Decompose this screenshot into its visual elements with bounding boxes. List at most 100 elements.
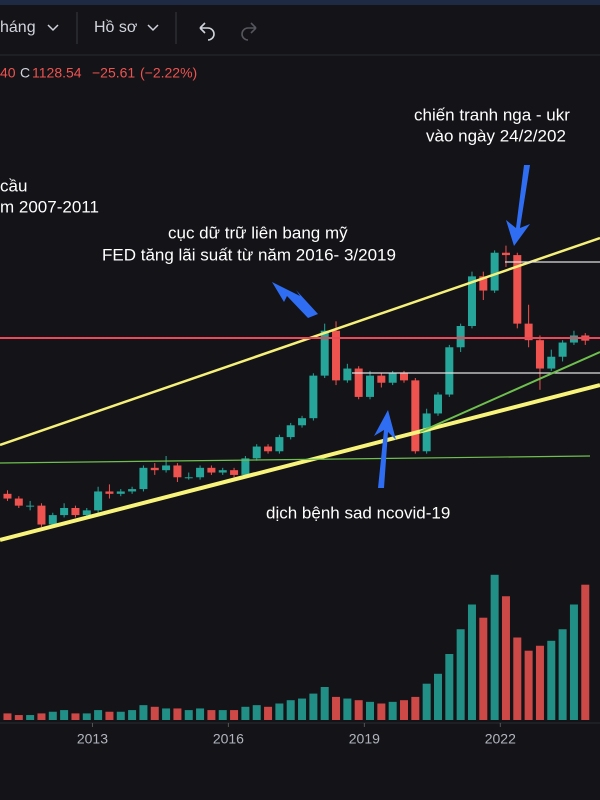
candle-body [26, 505, 35, 507]
volume-bar [252, 705, 261, 720]
candle-body [354, 368, 363, 397]
candle-body [298, 418, 307, 426]
candle-body [3, 493, 12, 499]
ohlc-tail: 40 [0, 65, 16, 81]
support-line [0, 455, 591, 464]
volume-bar [433, 673, 442, 720]
volume-bar [547, 640, 556, 720]
candle-body [320, 330, 329, 376]
x-tick-label: 2013 [77, 731, 108, 747]
candle-body [94, 491, 103, 511]
candle-body [128, 489, 137, 492]
volume-bar [400, 700, 409, 720]
arrow [506, 165, 530, 246]
candle-body [48, 515, 57, 525]
candle-body [196, 467, 205, 478]
volume-bar [116, 711, 125, 720]
annotation: chiến tranh nga - ukr [414, 105, 570, 124]
candle-body [105, 491, 114, 494]
candle-body [275, 437, 284, 452]
volume-bar [139, 705, 148, 720]
candle-body [479, 276, 488, 291]
candle-body [547, 356, 556, 369]
volume-bar [422, 683, 431, 720]
volume-bar [343, 698, 352, 720]
volume-bar [3, 713, 12, 720]
candle-body [513, 255, 522, 324]
interval-button[interactable]: háng [0, 19, 36, 36]
volume-bar [94, 710, 103, 720]
candles [3, 245, 590, 527]
close-value: 1128.54 [32, 65, 82, 81]
annotation: vào ngày 24/2/202 [426, 126, 566, 145]
volume-bar [411, 696, 420, 720]
candle-body [241, 458, 250, 475]
volume-bar [48, 711, 57, 720]
volume-bar [196, 708, 205, 720]
volume-bar [524, 650, 533, 720]
candle-body [490, 252, 499, 291]
undo-button[interactable] [199, 22, 215, 41]
toolbar: háng Hồ sơ [0, 12, 600, 56]
volume-bar [445, 654, 454, 720]
volume-bar [377, 703, 386, 720]
candle-body [366, 375, 375, 397]
x-tick-label: 2022 [485, 731, 516, 747]
volume-bar [230, 710, 239, 720]
volume-bar [456, 629, 465, 720]
volume-bar [479, 617, 488, 720]
candle-body [37, 505, 46, 525]
candle-body [162, 465, 171, 471]
top-strip [0, 0, 600, 5]
redo-button[interactable] [241, 22, 257, 41]
candle-body [535, 340, 544, 369]
chevron [147, 24, 159, 32]
close-label: C [20, 65, 30, 81]
annotation: cục dữ trữ liên bang mỹ [168, 223, 348, 242]
support-line [419, 351, 600, 433]
volume-bar [26, 715, 35, 720]
candle-body [173, 465, 182, 478]
candle-body [558, 342, 567, 357]
candle-body [71, 508, 80, 516]
volume-bar [275, 703, 284, 720]
volume-bar [150, 706, 159, 720]
volume-bar [354, 700, 363, 720]
candle-body [207, 467, 216, 473]
volume-bar [173, 708, 182, 720]
volume-bar [71, 713, 80, 720]
volume-bar [82, 713, 91, 720]
candle-body [524, 323, 533, 341]
x-axis: 2013 2016 2019 2022 [77, 723, 516, 747]
volume-bar [513, 637, 522, 720]
volume-bar [320, 687, 329, 720]
volume-bar [490, 574, 499, 720]
volume-bar [366, 701, 375, 720]
volume-bar [264, 706, 273, 720]
annotation: dịch bệnh sad ncovid-19 [266, 503, 450, 522]
candle-body [332, 330, 341, 381]
candle-body [264, 446, 273, 452]
volume-bar [184, 710, 193, 720]
volume-bar [388, 701, 397, 720]
candle-body [14, 498, 23, 506]
trend-line [0, 236, 600, 447]
volume-bar [128, 710, 137, 720]
candle-body [230, 470, 239, 475]
volume-bar [218, 710, 227, 720]
candle-body [467, 276, 476, 326]
change: −25.61 [92, 65, 135, 81]
candle-body [343, 368, 352, 381]
volume-bars [3, 574, 590, 720]
profile-button[interactable]: Hồ sơ [94, 19, 138, 36]
change-pct: (−2.22%) [140, 65, 197, 81]
candle-body [422, 413, 431, 452]
candle-body [252, 446, 261, 459]
drawings [0, 165, 600, 542]
volume-bar [207, 710, 216, 720]
candle-body [456, 326, 465, 348]
candle-body [433, 394, 442, 414]
candle-body [286, 425, 295, 438]
